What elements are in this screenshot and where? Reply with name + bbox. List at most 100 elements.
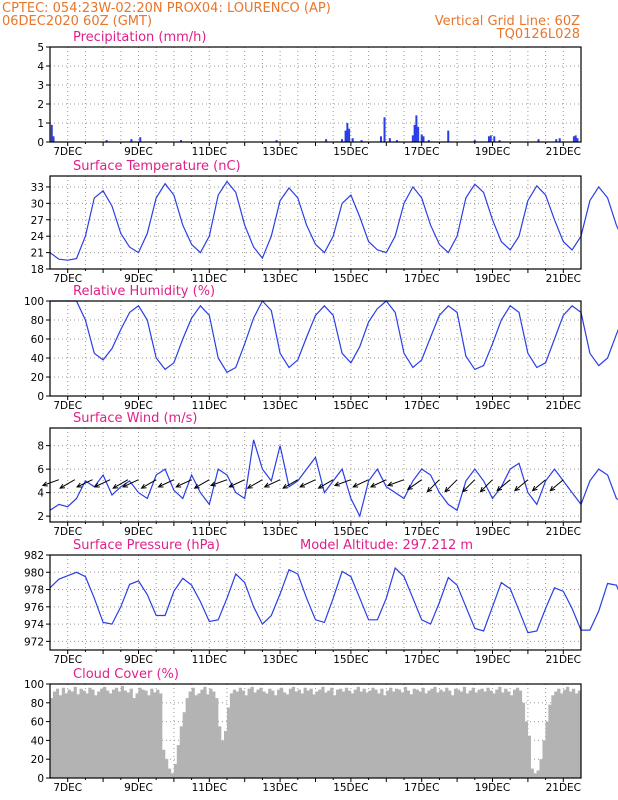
cloud-bar xyxy=(557,688,561,778)
panel-subtitle: Model Altitude: 297.212 m xyxy=(300,538,473,553)
precip-bar xyxy=(341,139,344,142)
cloud-bar xyxy=(468,690,472,778)
cloud-bar xyxy=(159,693,163,778)
cloud-bar xyxy=(70,691,74,778)
cloud-bar xyxy=(203,686,207,778)
cloud-bar xyxy=(212,691,216,778)
precip-bar xyxy=(275,140,278,142)
panel-frame xyxy=(49,427,582,523)
wind-arrow-shaft xyxy=(318,479,334,489)
precip-bar xyxy=(360,140,363,142)
cloud-bar xyxy=(321,686,325,778)
wind-arrow xyxy=(122,479,139,488)
cloud-bar xyxy=(563,689,567,778)
wind-arrow-shaft xyxy=(94,479,111,488)
cloud-bar xyxy=(188,691,192,778)
x-tick-label: 9DEC xyxy=(124,654,153,666)
wind-arrow-shaft xyxy=(122,479,139,488)
y-tick-label: 33 xyxy=(31,182,44,194)
cloud-bar xyxy=(554,691,558,778)
wind-arrow xyxy=(112,479,129,489)
wind-arrow xyxy=(369,479,387,488)
precip-bar xyxy=(537,139,540,142)
y-tick-label: 0 xyxy=(37,391,44,403)
x-tick-label: 15DEC xyxy=(333,146,368,158)
x-tick-label: 19DEC xyxy=(475,526,510,538)
cloud-bar xyxy=(147,695,151,778)
wind-arrow xyxy=(59,479,76,489)
x-tick-label: 13DEC xyxy=(262,782,297,794)
x-tick-label: 21DEC xyxy=(546,273,581,285)
wind-arrow-shaft xyxy=(549,479,564,492)
precip-bar xyxy=(351,138,354,142)
x-tick-label: 17DEC xyxy=(404,782,439,794)
cloud-bar xyxy=(474,692,478,778)
cloud-bar xyxy=(235,691,240,778)
cloud-bar xyxy=(462,686,467,778)
wind-arrow xyxy=(496,479,511,492)
y-tick-label: 1 xyxy=(37,118,44,130)
y-tick-label: 60 xyxy=(31,717,44,729)
precip-bar xyxy=(411,135,414,142)
cloud-bar xyxy=(501,692,505,778)
cloud-bar xyxy=(477,689,481,778)
x-tick-label: 9DEC xyxy=(124,782,153,794)
wind-arrow-head xyxy=(317,483,324,489)
cloud-bar xyxy=(577,690,581,778)
cloud-bar xyxy=(82,690,86,778)
wind-series-line xyxy=(49,439,618,518)
y-tick-label: 0 xyxy=(37,773,44,785)
cloud-bar xyxy=(61,687,66,778)
x-tick-label: 19DEC xyxy=(475,273,510,285)
y-tick-label: 20 xyxy=(31,372,44,384)
cloud-bar xyxy=(76,694,80,778)
panel-title: Surface Wind (m/s) xyxy=(73,411,197,426)
x-tick-label: 7DEC xyxy=(53,654,82,666)
cloud-bar xyxy=(280,687,284,778)
wind-arrow-shaft xyxy=(229,479,245,488)
cloud-bar xyxy=(483,691,487,778)
wind-arrow-head xyxy=(282,483,289,489)
precip-bar xyxy=(489,135,492,142)
cloud-bar xyxy=(536,770,540,778)
temperature-panel: Surface Temperature (nC) 18 21 24 27 30 33 7DEC… xyxy=(31,159,618,285)
wind-arrow-head xyxy=(175,482,182,488)
x-tick-label: 11DEC xyxy=(192,400,227,412)
cloud-bar xyxy=(79,688,83,778)
cloud-bar xyxy=(359,691,363,778)
pressure-panel: Surface Pressure (hPa) Model Altitude: 29… xyxy=(24,538,618,666)
x-tick-label: 17DEC xyxy=(404,400,439,412)
wind-arrow xyxy=(514,479,529,492)
cloud-bar xyxy=(545,721,549,778)
precip-bar xyxy=(130,139,133,142)
cloud-bar xyxy=(303,687,307,778)
y-tick-label: 0 xyxy=(37,137,44,149)
x-tick-label: 21DEC xyxy=(546,654,581,666)
cloud-bar xyxy=(232,689,237,778)
cloud-bar xyxy=(223,731,228,778)
wind-arrow-shaft xyxy=(112,479,129,489)
y-tick-label: 4 xyxy=(37,488,44,500)
cloud-bar xyxy=(103,686,107,778)
x-tick-label: 17DEC xyxy=(404,146,439,158)
y-tick-label: 978 xyxy=(24,585,44,597)
cloud-bar xyxy=(453,688,458,778)
y-tick-label: 6 xyxy=(37,464,44,476)
cloud-bar xyxy=(250,686,254,778)
cloud-bar xyxy=(371,687,375,778)
wind-arrow-head xyxy=(386,481,394,487)
cloud-bar xyxy=(94,695,98,778)
cloud-bar xyxy=(492,693,496,778)
wind-arrow-shaft xyxy=(427,479,440,493)
cloud-bar xyxy=(521,702,526,778)
panel-title: Surface Pressure (hPa) xyxy=(73,538,220,553)
cloud-bar xyxy=(67,689,71,778)
wind-arrow-head xyxy=(76,482,83,488)
cloud-bar xyxy=(150,688,154,778)
wind-arrow-shaft xyxy=(496,479,511,492)
cloud-bar xyxy=(362,688,366,778)
wind-arrow xyxy=(93,479,111,488)
cloud-bar xyxy=(153,692,157,778)
wind-arrow xyxy=(549,479,564,492)
cloud-bar xyxy=(459,691,464,778)
